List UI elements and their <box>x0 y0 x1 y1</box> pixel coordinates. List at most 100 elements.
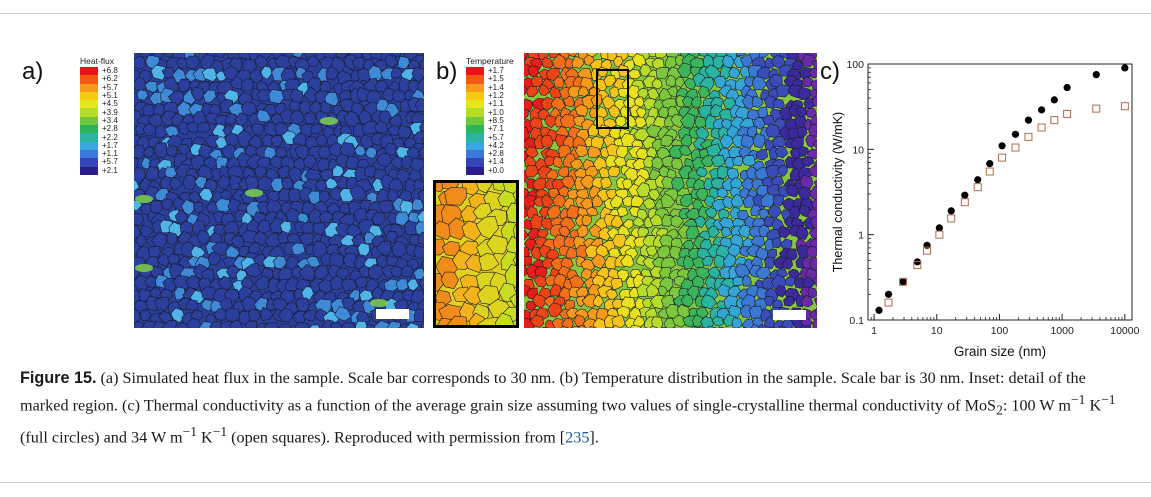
full-circle-point <box>884 290 893 298</box>
temperature-legend-row: +1.5 <box>466 74 514 84</box>
caption-text-7: ]. <box>589 428 599 447</box>
open-square-point <box>1063 109 1072 118</box>
caption-text-1: (a) Simulated heat flux in the sample. S… <box>20 369 1086 415</box>
open-square-point <box>1050 116 1059 125</box>
x-tick-label: 100 <box>991 325 1009 337</box>
x-tick-label: 10000 <box>1110 325 1139 337</box>
figure-caption: Figure 15. (a) Simulated heat flux in th… <box>20 368 1130 448</box>
temperature-legend-swatch <box>466 83 484 92</box>
marked-region <box>596 69 629 129</box>
y-tick-label: 1 <box>858 230 864 242</box>
temperature-legend-tick: +1.7 <box>488 66 504 76</box>
bottom-rule <box>0 482 1151 483</box>
y-tick-label: 10 <box>852 144 864 156</box>
temperature-legend-swatch <box>466 108 484 117</box>
heat-flux-legend-swatch <box>80 125 98 134</box>
temperature-legend-swatch <box>466 125 484 134</box>
plot-frame <box>867 63 1133 321</box>
open-square-point <box>899 277 908 286</box>
full-circle-point <box>1011 130 1020 138</box>
caption-text-3: K <box>1085 396 1102 415</box>
full-circle-point <box>875 306 883 314</box>
heat-flux-legend-row: +4.5 <box>80 99 118 109</box>
full-circle-point <box>961 191 969 199</box>
temperature-legend-swatch <box>466 141 484 150</box>
temperature-legend-swatch <box>466 158 484 167</box>
full-circle-point <box>1092 71 1100 79</box>
temperature-legend-title: Temperature <box>466 56 514 66</box>
temperature-legend-tick: +1.0 <box>488 107 504 117</box>
y-tick-label: 100 <box>846 59 864 71</box>
caption-sup-3: −1 <box>182 423 197 439</box>
caption-sup-4: −1 <box>212 423 228 439</box>
temperature-legend-tick: +1.2 <box>488 91 504 101</box>
open-square-point <box>1037 123 1046 132</box>
temperature-legend-swatch <box>466 67 484 76</box>
reference-link[interactable]: 235 <box>565 428 590 447</box>
temperature-map <box>524 53 817 328</box>
full-circle-point <box>1038 106 1046 114</box>
full-circle-point <box>998 142 1006 150</box>
temperature-legend-tick: +1.4 <box>488 157 504 167</box>
heat-flux-map <box>134 53 424 328</box>
x-axis-label: Grain size (nm) <box>954 344 1046 359</box>
heat-flux-legend-tick: +5.7 <box>102 157 118 167</box>
panel-b-label: b) <box>436 58 458 85</box>
x-tick-label: 1 <box>871 325 877 337</box>
heat-flux-legend: Heat-flux +6.8 +6.2 +5.7 +5.1 +4.5 +3.9 +3.4 +2… <box>80 56 118 175</box>
open-square-point <box>935 230 944 239</box>
heat-flux-legend-swatch <box>80 116 98 126</box>
caption-sub-2: 2 <box>996 402 1003 418</box>
heat-flux-legend-row: +1.1 <box>80 149 118 159</box>
heat-flux-legend-row: +2.2 <box>80 132 118 142</box>
heat-flux-legend-swatch <box>80 149 98 159</box>
temperature-legend-tick: +1.5 <box>488 74 504 84</box>
inset-detail-image <box>436 183 516 325</box>
open-square-point <box>985 167 994 176</box>
temperature-scale-bar <box>773 310 806 320</box>
temperature-legend-row: +2.8 <box>466 149 514 159</box>
temperature-legend-swatch <box>466 133 484 142</box>
full-circle-point <box>1121 64 1129 72</box>
temperature-legend: Temperature +1.7 +1.5 +1.4 +1.2 +1.1 +1.0 +8.5… <box>466 56 514 175</box>
heat-flux-legend-tick: +1.7 <box>102 140 118 150</box>
heat-flux-legend-tick: +5.7 <box>102 82 118 92</box>
temperature-legend-tick: +5.7 <box>488 132 504 142</box>
top-rule <box>0 13 1151 14</box>
inset-detail <box>433 180 519 328</box>
temperature-legend-row: +5.7 <box>466 132 514 142</box>
heat-flux-legend-tick: +2.2 <box>102 132 118 142</box>
x-tick-label: 10 <box>931 325 943 337</box>
full-circle-point <box>899 278 907 286</box>
temperature-legend-tick: +8.5 <box>488 115 504 125</box>
full-circle-point <box>1050 96 1058 104</box>
open-square-point <box>960 198 969 207</box>
caption-text-4: (full circles) and 34 W m <box>20 428 183 447</box>
heat-flux-legend-swatch <box>80 166 98 175</box>
full-circle-point <box>1063 83 1071 92</box>
heat-flux-legend-title: Heat-flux <box>80 56 115 66</box>
temperature-legend-row: +0.0 <box>466 166 514 175</box>
temperature-legend-row: +1.2 <box>466 91 514 101</box>
full-circle-point <box>986 160 994 168</box>
caption-text-5: K <box>196 428 213 447</box>
conductivity-chart-svg: 1 10 100 1000 10000 0.1 1 10 100 Grain size (nm) T… <box>831 59 1140 359</box>
heat-flux-legend-tick: +4.5 <box>102 99 118 109</box>
temperature-legend-tick: +2.8 <box>488 149 504 159</box>
full-circle-point <box>935 224 943 232</box>
caption-text-6: (open squares). Reproduced with permissi… <box>227 428 566 447</box>
y-tick-label: 0.1 <box>849 315 864 327</box>
open-square-point <box>1092 104 1101 113</box>
open-square-point <box>947 214 956 223</box>
y-axis-label: Thermal conductivity (W/mK) <box>831 112 845 272</box>
heat-flux-legend-row: +5.7 <box>80 82 118 92</box>
panel-c-label: c) <box>820 58 840 85</box>
open-square-point <box>1024 132 1033 141</box>
heat-flux-legend-row: +2.1 <box>80 166 118 175</box>
temperature-legend-row: +1.0 <box>466 107 514 117</box>
heat-flux-legend-swatch <box>80 141 98 150</box>
x-tick-label: 1000 <box>1050 325 1074 337</box>
temperature-legend-tick: +1.4 <box>488 82 504 92</box>
caption-sup-1: −1 <box>1071 392 1086 407</box>
heat-flux-scale-bar <box>376 309 409 319</box>
